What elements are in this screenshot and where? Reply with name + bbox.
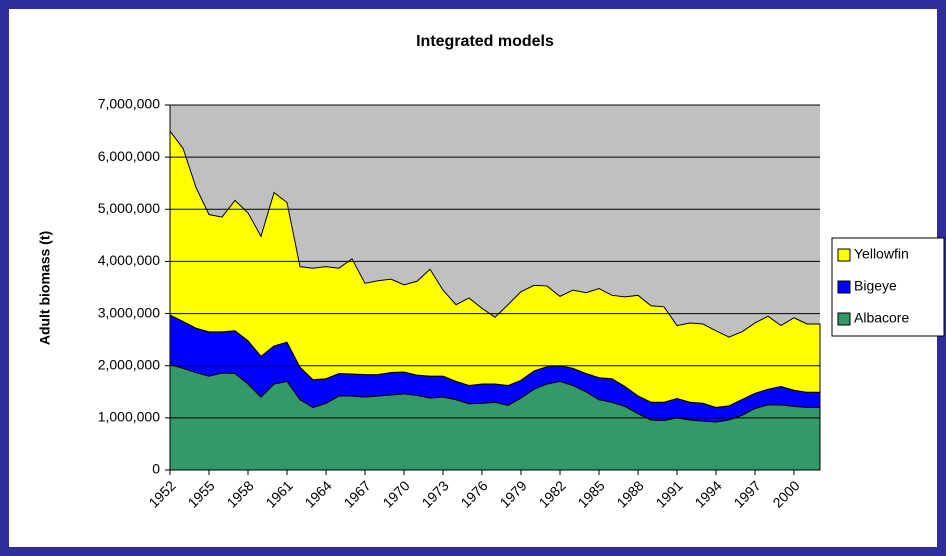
y-tick-label: 6,000,000: [98, 148, 160, 164]
legend: [831, 237, 945, 337]
chart-title: Integrated models: [416, 33, 554, 50]
y-axis-label: Adult biomass (t): [37, 231, 53, 345]
y-tick-label: 7,000,000: [98, 96, 160, 112]
y-tick-label: 3,000,000: [98, 304, 160, 320]
y-tick-label: 4,000,000: [98, 252, 160, 268]
legend-label: Albacore: [854, 310, 909, 326]
legend-swatch: [837, 312, 851, 326]
y-tick-label: 0: [152, 461, 160, 477]
area: [169, 129, 821, 408]
legend-swatch: [837, 280, 851, 294]
legend-swatch: [837, 248, 851, 262]
y-tick-label: 1,000,000: [98, 409, 160, 425]
legend-label: Bigeye: [854, 278, 897, 294]
y-tick-label: 2,000,000: [98, 356, 160, 372]
legend-label: Yellowfin: [854, 246, 909, 262]
y-tick-label: 5,000,000: [98, 200, 160, 216]
